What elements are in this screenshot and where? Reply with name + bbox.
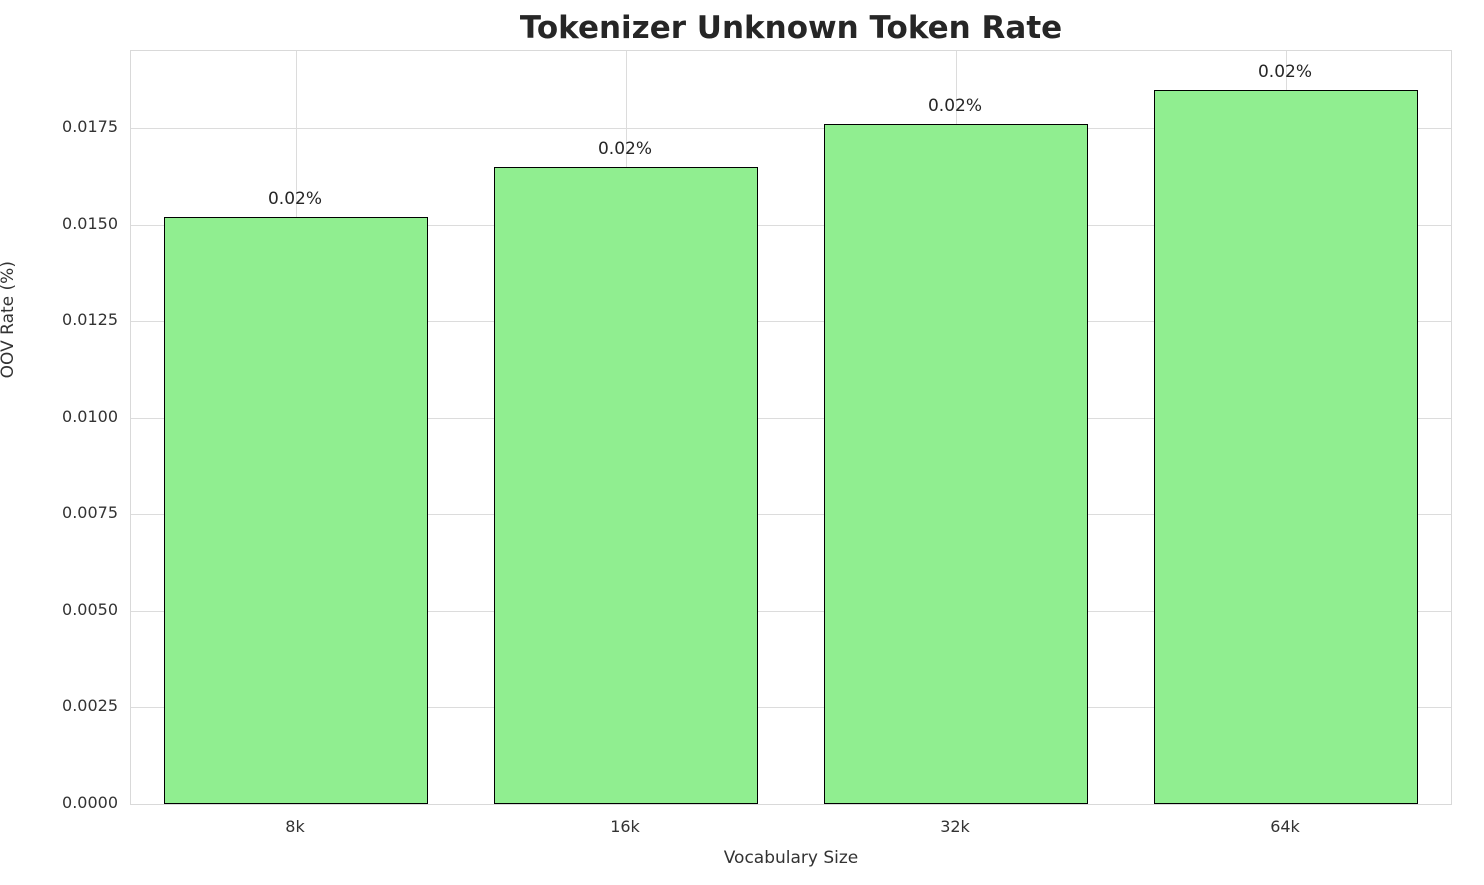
x-tick-label: 32k xyxy=(940,817,970,836)
y-tick-label: 0.0125 xyxy=(62,310,118,330)
y-tick-label: 0.0100 xyxy=(62,406,118,426)
y-gridline xyxy=(131,128,1451,130)
x-tick-label: 8k xyxy=(285,817,305,836)
plot-area xyxy=(130,50,1452,805)
y-tick-label: 0.0150 xyxy=(62,213,118,233)
bar-value-label: 0.02% xyxy=(927,96,982,117)
bar-32k xyxy=(824,124,1088,804)
x-tick-label: 16k xyxy=(610,817,640,836)
y-tick-label: 0.0025 xyxy=(62,696,118,716)
y-gridline xyxy=(131,610,1451,612)
y-tick-label: 0.0175 xyxy=(62,117,118,137)
y-gridline xyxy=(131,224,1451,226)
y-gridline xyxy=(131,321,1451,323)
bar-value-label: 0.02% xyxy=(597,138,652,159)
y-tick-label: 0.0050 xyxy=(62,599,118,619)
bar-value-label: 0.02% xyxy=(267,189,322,210)
y-gridline xyxy=(131,514,1451,516)
bar-16k xyxy=(494,166,758,804)
x-tick-label: 64k xyxy=(1270,817,1300,836)
y-tick-label: 0.0000 xyxy=(62,793,118,812)
chart-title: Tokenizer Unknown Token Rate xyxy=(519,10,1063,46)
bar-value-label: 0.02% xyxy=(1257,61,1312,82)
bar-8k xyxy=(164,217,428,804)
y-gridline xyxy=(131,417,1451,419)
y-tick-label: 0.0075 xyxy=(62,503,118,523)
bar-64k xyxy=(1154,89,1418,804)
y-gridline xyxy=(131,707,1451,709)
x-axis-label: Vocabulary Size xyxy=(723,848,859,868)
